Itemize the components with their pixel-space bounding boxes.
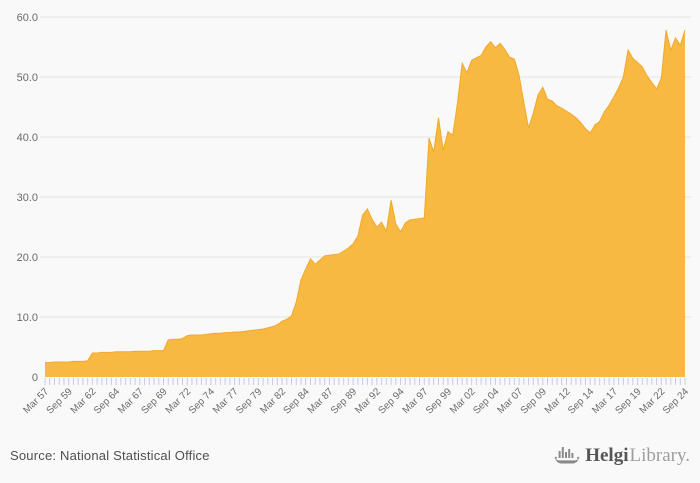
x-axis-label: Sep 74 <box>187 386 217 416</box>
y-axis-label: 30.0 <box>17 192 38 204</box>
y-axis-label: 60.0 <box>17 12 38 24</box>
chart-panel: 60.0 50.0 40.0 30.0 20.0 10.0 0 Mar 57 Sep 59 Mar… <box>17 12 692 417</box>
helgi-ship-icon <box>554 447 580 464</box>
y-axis-label: 50.0 <box>17 72 38 84</box>
series-line <box>45 30 686 364</box>
x-axis-label: Sep 24 <box>661 386 691 416</box>
x-axis-label: Sep 99 <box>424 386 454 416</box>
x-axis-label: Sep 64 <box>92 386 122 416</box>
x-axis-label: Sep 09 <box>519 386 549 416</box>
x-axis-label: Sep 84 <box>282 386 312 416</box>
chart-footer: Source: National Statistical Office Helg… <box>0 435 700 483</box>
x-axis-label: Sep 79 <box>234 386 264 416</box>
area-series <box>45 30 685 377</box>
x-axis-label: Sep 89 <box>329 386 359 416</box>
source-note: Source: National Statistical Office <box>10 447 210 463</box>
y-axis-label: 20.0 <box>17 252 38 264</box>
y-axis-label: 40.0 <box>17 132 38 144</box>
brand-name-light: Library. <box>629 444 691 466</box>
x-axis-label: Sep 59 <box>45 386 75 416</box>
x-axis-label: Sep 04 <box>471 386 501 416</box>
x-axis-label: Sep 14 <box>566 386 596 416</box>
y-axis-label: 0 <box>32 372 38 384</box>
brand-name-bold: Helgi <box>585 444 629 466</box>
x-axis-label: Sep 19 <box>614 386 644 416</box>
y-axis-label: 10.0 <box>17 312 38 324</box>
x-axis-label: Sep 94 <box>377 386 407 416</box>
x-axis-label: Sep 69 <box>139 386 169 416</box>
helgi-library-logo[interactable]: Helgi Library. <box>554 443 690 467</box>
